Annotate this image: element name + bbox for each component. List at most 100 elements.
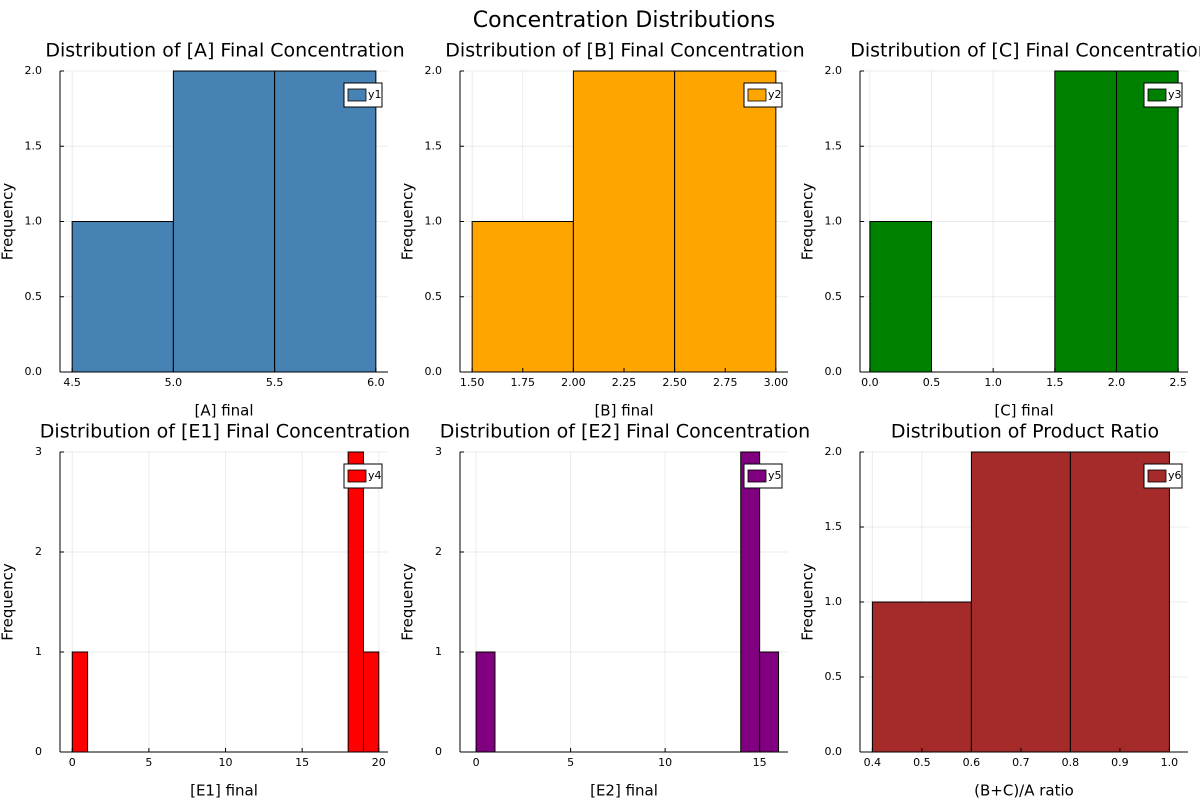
histogram-bar (1116, 71, 1178, 372)
subplot-1: 4.5 5.0 5.5 6.0 0.0 0.5 1.0 1.5 2.0 [A] final Freq… (0, 40, 405, 420)
y-tick-label: 1.0 (825, 215, 843, 228)
x-tick-label: 0.5 (923, 376, 941, 389)
y-tick-label: 1.5 (825, 139, 843, 152)
histogram-bar (348, 452, 363, 752)
histogram-bar (476, 652, 495, 752)
x-tick-label: 5 (145, 756, 152, 769)
x-tick-label: 0.7 (1012, 756, 1030, 769)
y-tick-label: 2.0 (425, 64, 443, 77)
y-tick-label: 1.5 (425, 139, 443, 152)
legend-label: y2 (768, 88, 782, 101)
legend: y1 (344, 83, 382, 107)
legend-label: y6 (1168, 469, 1182, 482)
y-tick-label: 2.0 (825, 445, 843, 458)
x-tick-label: 10 (219, 756, 233, 769)
x-tick-label: 1.5 (1046, 376, 1064, 389)
histogram-bar (275, 71, 376, 372)
x-tick-label: 0.8 (1062, 756, 1080, 769)
histogram-bar (870, 222, 932, 373)
x-tick-label: 10 (658, 756, 672, 769)
histogram-bar (173, 71, 274, 372)
legend-label: y5 (768, 469, 782, 482)
x-axis-label: [E1] final (190, 782, 258, 800)
x-tick-label: 5.5 (266, 376, 284, 389)
x-tick-label: 2.75 (713, 376, 738, 389)
legend-label: y4 (368, 469, 382, 482)
histogram-bar (872, 602, 971, 752)
y-axis-label: Frequency (399, 183, 417, 261)
x-tick-label: 2.50 (662, 376, 687, 389)
subplot-title: Distribution of [A] Final Concentration (45, 40, 404, 62)
subplot-title: Distribution of [E2] Final Concentration (440, 421, 810, 443)
legend: y5 (744, 464, 782, 488)
legend-label: y3 (1168, 88, 1182, 101)
y-axis-label: Frequency (0, 563, 17, 641)
y-tick-label: 2 (435, 545, 442, 558)
x-axis-label: [C] final (994, 402, 1053, 420)
histogram-bar (573, 71, 674, 372)
x-tick-label: 5.0 (165, 376, 183, 389)
histogram-bar (1070, 452, 1169, 752)
y-tick-label: 1.0 (25, 215, 43, 228)
y-tick-label: 0.5 (825, 290, 843, 303)
x-tick-label: 0.5 (913, 756, 931, 769)
x-tick-label: 0.9 (1111, 756, 1129, 769)
histogram-bar (675, 71, 776, 372)
legend-swatch (1148, 89, 1166, 101)
subplot-title: Distribution of [B] Final Concentration (445, 40, 804, 62)
x-axis-label: (B+C)/A ratio (974, 782, 1074, 800)
histogram-bar (741, 452, 760, 752)
x-tick-label: 15 (753, 756, 767, 769)
y-tick-label: 0.0 (825, 365, 843, 378)
x-tick-label: 3.00 (764, 376, 789, 389)
x-tick-label: 0 (473, 756, 480, 769)
x-axis-label: [B] final (594, 402, 653, 420)
y-tick-label: 0.5 (825, 670, 843, 683)
x-tick-label: 6.0 (367, 376, 385, 389)
x-tick-label: 1.50 (460, 376, 485, 389)
x-axis-label: [E2] final (590, 782, 658, 800)
histogram-bar (472, 222, 573, 373)
y-tick-label: 3 (435, 445, 442, 458)
y-tick-label: 0.5 (25, 290, 43, 303)
histogram-bar (971, 452, 1070, 752)
subplot-title: Distribution of [E1] Final Concentration (40, 421, 410, 443)
y-axis-label: Frequency (399, 563, 417, 641)
histogram-bar (72, 652, 87, 752)
y-axis-label: Frequency (0, 183, 17, 261)
y-tick-label: 2 (35, 545, 42, 558)
x-tick-label: 2.5 (1169, 376, 1187, 389)
legend-swatch (748, 470, 766, 482)
y-tick-label: 2.0 (825, 64, 843, 77)
y-axis-label: Frequency (799, 563, 817, 641)
y-tick-label: 1.0 (425, 215, 443, 228)
x-tick-label: 2.0 (1108, 376, 1126, 389)
y-tick-label: 1.5 (25, 139, 43, 152)
y-tick-label: 0 (35, 745, 42, 758)
histogram-bar (72, 222, 173, 373)
legend: y2 (744, 83, 782, 107)
y-tick-label: 1 (35, 645, 42, 658)
y-tick-label: 1 (435, 645, 442, 658)
histogram-bar (1055, 71, 1117, 372)
x-tick-label: 15 (295, 756, 309, 769)
x-tick-label: 0.0 (861, 376, 879, 389)
x-tick-label: 20 (372, 756, 386, 769)
x-axis-label: [A] final (194, 402, 253, 420)
y-tick-label: 0.0 (25, 365, 43, 378)
legend: y6 (1144, 464, 1182, 488)
x-tick-label: 5 (567, 756, 574, 769)
legend-swatch (348, 89, 366, 101)
x-tick-label: 4.5 (63, 376, 81, 389)
y-tick-label: 2.0 (25, 64, 43, 77)
legend: y4 (344, 464, 382, 488)
y-tick-label: 0.5 (425, 290, 443, 303)
y-tick-label: 0.0 (425, 365, 443, 378)
legend-swatch (348, 470, 366, 482)
